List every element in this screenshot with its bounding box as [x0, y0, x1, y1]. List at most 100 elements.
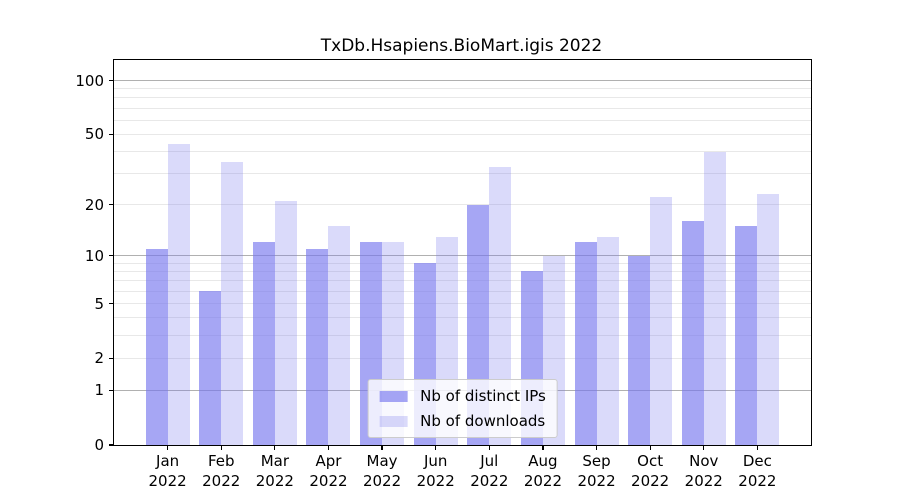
bar-downloads: [274, 200, 297, 445]
x-tick-label: Jan 2022: [136, 452, 200, 491]
x-tick-month: Apr: [315, 452, 342, 470]
x-tick-year: 2022: [523, 471, 563, 490]
bar-distinct-ips: [628, 255, 651, 445]
y-tick-mark: [109, 79, 114, 82]
legend-swatch-distinct-ips: [379, 390, 408, 402]
x-tick-year: 2022: [148, 471, 187, 490]
x-tick-label: Aug 2022: [511, 452, 575, 491]
x-tick-month: Feb: [207, 452, 235, 470]
x-tick-year: 2022: [738, 471, 777, 490]
x-tick-month: Sep: [582, 452, 611, 470]
legend-swatch-downloads: [379, 415, 408, 427]
x-tick-year: 2022: [416, 471, 455, 490]
x-tick-mark: [542, 445, 544, 450]
bar-downloads: [757, 194, 780, 445]
bar-downloads: [167, 144, 190, 445]
x-tick-label: Apr 2022: [296, 452, 360, 491]
y-tick-mark: [109, 302, 114, 305]
x-tick-label: Jul 2022: [457, 452, 521, 491]
x-tick-label: May 2022: [350, 452, 414, 491]
bar-distinct-ips: [199, 291, 222, 445]
y-tick-mark: [109, 357, 114, 359]
bar-distinct-ips: [306, 248, 329, 445]
x-tick-month: Jan: [156, 452, 180, 470]
major-gridline: [114, 80, 811, 82]
y-tick-label: 5: [94, 294, 104, 313]
x-tick-year: 2022: [202, 471, 241, 490]
y-tick-mark: [109, 389, 114, 391]
bar-downloads: [489, 166, 512, 445]
x-tick-mark: [381, 445, 383, 450]
x-tick-label: Dec 2022: [725, 452, 789, 491]
legend-item-distinct-ips: Nb of distinct IPs: [379, 387, 546, 405]
x-tick-mark: [435, 445, 437, 450]
x-tick-month: Jun: [423, 452, 448, 470]
bar-distinct-ips: [145, 248, 168, 445]
y-tick-mark: [109, 254, 114, 257]
minor-gridline: [114, 262, 811, 264]
bar-downloads: [328, 226, 351, 445]
chart-title: TxDb.Hsapiens.BioMart.igis 2022: [320, 36, 603, 56]
x-tick-label: Oct 2022: [618, 452, 682, 491]
x-tick-year: 2022: [362, 471, 402, 490]
minor-gridline: [114, 303, 811, 304]
bar-distinct-ips: [681, 221, 704, 445]
minor-gridline: [114, 270, 811, 272]
x-tick-year: 2022: [684, 471, 723, 490]
x-tick-year: 2022: [470, 471, 509, 490]
x-tick-mark: [488, 445, 490, 450]
x-tick-mark: [703, 445, 705, 450]
y-tick-label: 1: [94, 381, 104, 400]
x-tick-mark: [274, 445, 276, 450]
x-tick-label: Sep 2022: [565, 452, 629, 491]
minor-gridline: [114, 88, 811, 90]
x-tick-month: Nov: [689, 452, 719, 470]
y-tick-label: 50: [84, 125, 104, 144]
minor-gridline: [114, 357, 811, 359]
x-tick-mark: [166, 445, 169, 450]
legend: Nb of distinct IPs Nb of downloads: [367, 379, 558, 438]
x-tick-year: 2022: [577, 471, 616, 490]
y-tick-label: 20: [84, 195, 104, 214]
plot-area: Nb of distinct IPs Nb of downloads 100 50…: [75, 59, 812, 490]
minor-gridline: [114, 280, 811, 282]
minor-gridline: [114, 173, 811, 175]
legend-label-distinct-ips: Nb of distinct IPs: [420, 387, 546, 405]
minor-gridline: [114, 133, 811, 135]
x-tick-mark: [756, 445, 759, 450]
x-tick-label: Nov 2022: [672, 452, 736, 491]
x-tick-label: Mar 2022: [243, 452, 307, 491]
y-tick-mark: [109, 133, 114, 136]
x-tick-month: Jul: [480, 452, 499, 470]
minor-gridline: [114, 335, 811, 337]
y-tick-label: 10: [84, 246, 104, 265]
major-gridline: [114, 255, 811, 257]
minor-gridline: [114, 119, 811, 121]
bar-distinct-ips: [252, 242, 275, 445]
minor-gridline: [114, 151, 811, 153]
bar-downloads: [650, 197, 673, 445]
x-tick-month: Dec: [742, 452, 772, 470]
x-tick-mark: [595, 445, 598, 450]
minor-gridline: [114, 317, 811, 319]
y-tick-label: 2: [94, 349, 104, 368]
x-tick-month: Oct: [637, 452, 664, 470]
x-tick-year: 2022: [309, 471, 348, 490]
minor-gridline: [114, 107, 811, 109]
x-tick-mark: [220, 445, 222, 450]
x-tick-month: Mar: [260, 452, 289, 470]
bar-downloads: [703, 151, 726, 445]
x-tick-label: Jun 2022: [404, 452, 468, 491]
x-tick-year: 2022: [631, 471, 670, 490]
x-tick-mark: [649, 445, 651, 450]
legend-item-downloads: Nb of downloads: [379, 412, 546, 430]
x-tick-label: Feb 2022: [189, 452, 253, 491]
y-tick-label: 0: [94, 436, 104, 454]
minor-gridline: [114, 204, 811, 206]
y-tick-label: 100: [75, 71, 104, 90]
y-tick-mark: [109, 203, 114, 206]
x-tick-month: May: [366, 452, 398, 470]
minor-gridline: [114, 290, 811, 292]
x-tick-month: Aug: [528, 452, 558, 470]
